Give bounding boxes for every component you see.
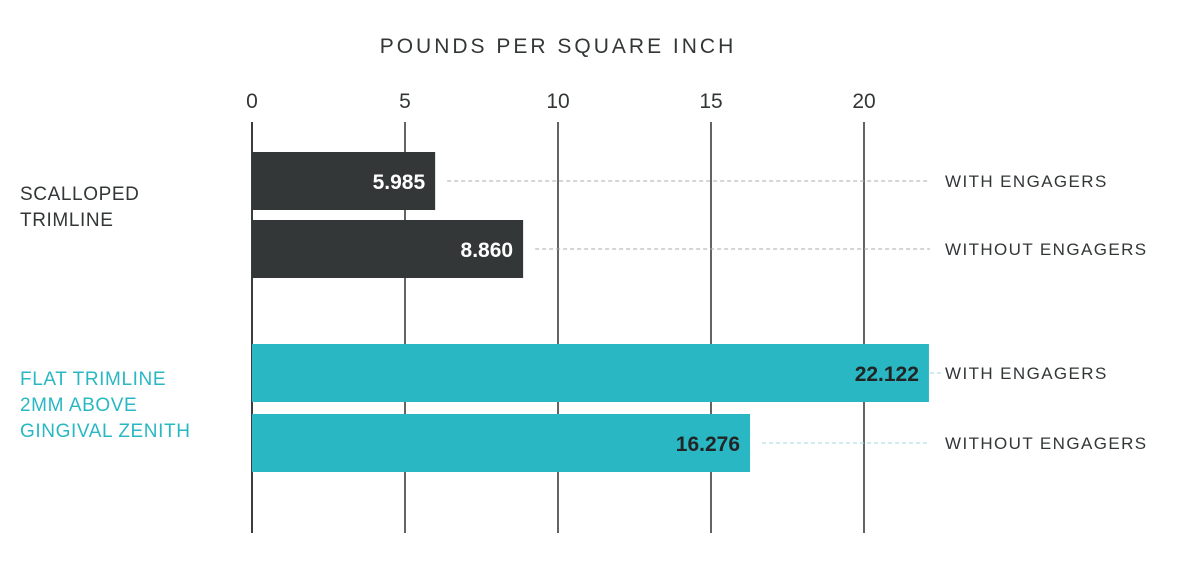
bar-value-label: 16.276 xyxy=(676,433,740,456)
x-tick-labels: 0 5 10 15 20 xyxy=(246,90,876,113)
labels: 5.985 WITH ENGAGERS 8.860 WITHOUT ENGAGERS S… xyxy=(20,171,1148,456)
bar-value-label: 5.985 xyxy=(373,171,426,194)
group-label: FLAT TRIMLINE xyxy=(20,369,166,390)
group-label: GINGIVAL ZENITH xyxy=(20,421,191,442)
x-tick-label: 10 xyxy=(546,90,569,113)
group-label: 2MM ABOVE xyxy=(20,395,137,416)
series-label: WITHOUT ENGAGERS xyxy=(945,434,1148,453)
series-label: WITH ENGAGERS xyxy=(945,364,1108,383)
bar xyxy=(252,414,751,472)
series-label: WITH ENGAGERS xyxy=(945,172,1108,191)
group-label: SCALLOPED xyxy=(20,184,139,205)
bar xyxy=(252,152,436,210)
x-tick-label: 5 xyxy=(399,90,411,113)
bar-value-label: 22.122 xyxy=(855,363,919,386)
x-tick-label: 15 xyxy=(699,90,722,113)
bars xyxy=(252,152,941,472)
x-tick-label: 20 xyxy=(852,90,875,113)
group-label: TRIMLINE xyxy=(20,210,113,231)
bar xyxy=(252,220,524,278)
bar-value-label: 8.860 xyxy=(461,239,514,262)
x-axis-title: POUNDS PER SQUARE INCH xyxy=(380,35,737,58)
bar xyxy=(252,344,929,402)
x-tick-label: 0 xyxy=(246,90,258,113)
series-label: WITHOUT ENGAGERS xyxy=(945,240,1148,259)
